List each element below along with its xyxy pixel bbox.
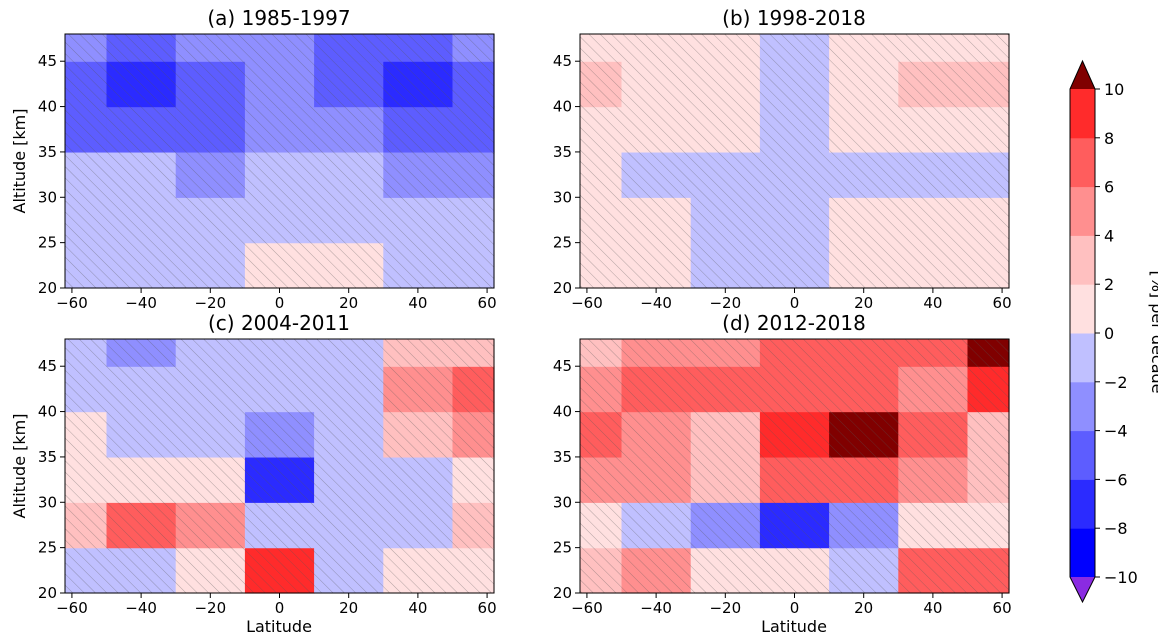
y-tick-label: 35	[553, 448, 572, 466]
panel-d-plot: −60 −40 −20 0 20 40 60 20 25 30 35 40 45	[553, 338, 1012, 617]
hatch-overlay	[65, 339, 494, 593]
x-tick-label: 60	[993, 294, 1012, 312]
y-tick-label: 25	[553, 539, 572, 557]
colorbar-tick-label: 8	[1104, 129, 1114, 148]
x-tick-label: 40	[408, 599, 427, 617]
x-tick-label: −40	[640, 599, 672, 617]
y-tick-label: 30	[553, 188, 572, 206]
colorbar-bands: −10 −8 −6 −4 −2 0 2 4 6 8 10	[1069, 59, 1138, 604]
panel-b-plot: −60 −40 −20 0 20 40 60 20 25 30 35 40 45	[553, 33, 1012, 312]
x-tick-label: 0	[790, 599, 800, 617]
colorbar-band	[1070, 479, 1095, 529]
colorbar-band	[1070, 137, 1095, 188]
y-tick-label: 45	[38, 357, 57, 375]
colorbar-tick-label: 4	[1104, 226, 1114, 245]
x-tick-label: −60	[571, 599, 603, 617]
colorbar-band	[1070, 333, 1095, 383]
panel-d: (d) 2012-2018 Latitude −60 −40 −20 0 20 40 60 2…	[553, 311, 1012, 636]
panel-b: (b) 1998-2018 −60 −40 −20 0 20 40 60 20 25 30 35 40…	[553, 6, 1012, 312]
x-tick-label: −40	[125, 294, 157, 312]
panel-c-xlabel: Latitude	[246, 617, 312, 636]
colorbar-tick-label: −4	[1104, 422, 1128, 441]
hatch-overlay	[65, 34, 494, 288]
panel-a-plot: −60 −40 −20 0 20 40 60 20 25 30 35 40 45	[38, 33, 497, 312]
y-tick-label: 40	[553, 403, 572, 421]
y-tick-label: 45	[38, 52, 57, 70]
x-tick-label: 0	[275, 294, 285, 312]
y-tick-label: 30	[553, 493, 572, 511]
panel-c-plot: −60 −40 −20 0 20 40 60 20 25 30 35 40 45	[38, 338, 497, 617]
x-tick-label: −20	[194, 599, 226, 617]
colorbar-tick-label: 10	[1104, 80, 1124, 99]
colorbar-under-triangle	[1070, 577, 1095, 602]
colorbar-band	[1070, 235, 1095, 285]
panel-c-ylabel: Altitude [km]	[10, 414, 29, 519]
x-tick-label: 20	[854, 599, 873, 617]
x-tick-label: 40	[923, 294, 942, 312]
y-tick-label: 30	[38, 188, 57, 206]
y-tick-label: 40	[38, 403, 57, 421]
panel-a: (a) 1985-1997 Altitude [km] −60 −40 −20 0 20…	[10, 6, 497, 312]
y-tick-label: 20	[38, 584, 57, 602]
x-tick-label: 20	[854, 294, 873, 312]
colorbar-tick-label: 0	[1104, 324, 1114, 343]
y-tick-label: 45	[553, 52, 572, 70]
hatch-overlay	[580, 339, 1009, 593]
panel-b-title: (b) 1998-2018	[722, 6, 866, 30]
panel-a-title: (a) 1985-1997	[207, 6, 350, 30]
y-tick-label: 20	[553, 584, 572, 602]
x-tick-label: −20	[194, 294, 226, 312]
x-tick-label: −60	[56, 599, 88, 617]
x-tick-label: 60	[478, 599, 497, 617]
y-tick-label: 35	[553, 143, 572, 161]
y-tick-label: 30	[38, 493, 57, 511]
panel-c-title: (c) 2004-2011	[208, 311, 350, 335]
y-tick-label: 40	[38, 98, 57, 116]
y-tick-label: 35	[38, 448, 57, 466]
x-tick-label: −40	[125, 599, 157, 617]
y-tick-label: 25	[38, 539, 57, 557]
panel-d-xlabel: Latitude	[761, 617, 827, 636]
colorbar-tick-label: 2	[1104, 275, 1114, 294]
colorbar-tick-label: −8	[1104, 519, 1128, 538]
colorbar-band	[1070, 186, 1095, 236]
x-tick-label: −20	[709, 294, 741, 312]
x-tick-label: 60	[993, 599, 1012, 617]
x-tick-label: −60	[56, 294, 88, 312]
colorbar-tick-label: −6	[1104, 470, 1128, 489]
y-tick-label: 25	[38, 234, 57, 252]
colorbar-band	[1070, 284, 1095, 334]
x-tick-label: −40	[640, 294, 672, 312]
y-tick-label: 35	[38, 143, 57, 161]
x-tick-label: 40	[923, 599, 942, 617]
colorbar-tick-label: −2	[1104, 373, 1128, 392]
x-tick-label: 20	[339, 294, 358, 312]
panel-d-title: (d) 2012-2018	[722, 311, 866, 335]
x-tick-label: 20	[339, 599, 358, 617]
x-tick-label: 40	[408, 294, 427, 312]
panel-c: (c) 2004-2011 Altitude [km] Latitude −60…	[10, 311, 497, 636]
x-tick-label: 0	[790, 294, 800, 312]
colorbar-tick-label: 6	[1104, 178, 1114, 197]
x-tick-label: 60	[478, 294, 497, 312]
y-tick-label: 20	[553, 279, 572, 297]
x-tick-label: 0	[275, 599, 285, 617]
colorbar-band	[1070, 89, 1095, 139]
y-tick-label: 25	[553, 234, 572, 252]
y-tick-label: 20	[38, 279, 57, 297]
x-tick-label: −60	[571, 294, 603, 312]
x-tick-label: −20	[709, 599, 741, 617]
y-tick-label: 45	[553, 357, 572, 375]
colorbar-band	[1070, 430, 1095, 480]
colorbar-band	[1070, 528, 1095, 578]
y-tick-label: 40	[553, 98, 572, 116]
panel-a-ylabel: Altitude [km]	[10, 109, 29, 214]
colorbar-label: [%] per decade	[1148, 270, 1158, 393]
colorbar: −10 −8 −6 −4 −2 0 2 4 6 8 10 [%] per decade	[1069, 59, 1158, 604]
colorbar-tick-label: −10	[1104, 568, 1138, 587]
colorbar-band	[1070, 381, 1095, 432]
colorbar-over-triangle	[1070, 61, 1095, 89]
hatch-overlay	[580, 34, 1009, 288]
